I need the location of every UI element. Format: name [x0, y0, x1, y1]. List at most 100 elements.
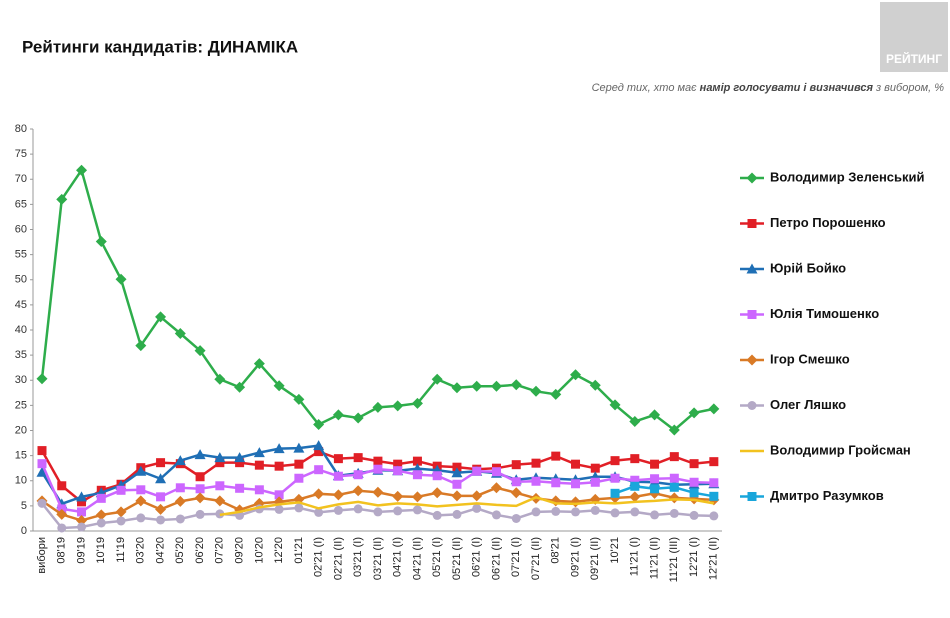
subtitle: Серед тих, хто має намір голосувати і ви… — [592, 82, 945, 94]
marker — [610, 473, 620, 483]
marker — [431, 487, 443, 499]
marker — [313, 418, 325, 430]
x-tick-label: 04'20 — [154, 537, 166, 564]
marker — [610, 456, 620, 466]
marker — [393, 506, 403, 516]
y-tick-label: 60 — [15, 223, 27, 235]
marker — [333, 471, 343, 481]
marker — [155, 311, 167, 323]
y-tick-label: 15 — [15, 450, 27, 462]
marker — [551, 478, 561, 488]
y-tick-label: 25 — [15, 399, 27, 411]
marker — [689, 510, 699, 520]
marker — [274, 504, 284, 514]
marker — [234, 504, 246, 516]
series-line — [219, 496, 715, 517]
marker — [432, 471, 442, 481]
x-tick-label: 12'20 — [273, 537, 285, 564]
marker — [471, 380, 483, 392]
marker — [490, 380, 502, 392]
marker — [669, 473, 679, 483]
marker — [77, 522, 87, 532]
x-tick-label: 05'21 (II) — [451, 537, 463, 580]
marker — [194, 345, 206, 357]
marker — [155, 503, 167, 515]
marker — [115, 273, 127, 285]
subtitle-part: намір голосувати і визначився — [700, 82, 874, 94]
marker — [511, 460, 521, 470]
x-tick-label: 02'21 (II) — [332, 537, 344, 580]
y-tick-label: 5 — [21, 500, 27, 512]
x-tick-label: 11'21 (III) — [668, 537, 680, 582]
legend-label: Дмитро Разумков — [770, 488, 884, 503]
marker — [353, 504, 363, 514]
marker — [372, 401, 384, 413]
legend-label: Володимир Гройсман — [770, 442, 911, 457]
marker — [274, 461, 284, 471]
marker — [451, 490, 463, 502]
marker — [452, 462, 462, 472]
marker — [135, 495, 147, 507]
marker — [235, 483, 245, 493]
marker — [156, 492, 166, 502]
x-tick-label: 10'20 — [253, 537, 265, 564]
marker — [630, 454, 640, 464]
marker — [254, 460, 264, 470]
marker — [253, 358, 265, 370]
x-tick-label: 09'21 (I) — [569, 537, 581, 577]
marker — [649, 409, 661, 421]
marker — [214, 452, 226, 463]
marker — [746, 263, 758, 274]
marker — [135, 465, 147, 476]
y-tick-label: 30 — [15, 374, 27, 386]
marker — [195, 472, 205, 482]
marker — [156, 515, 166, 525]
marker — [116, 485, 126, 495]
marker — [432, 510, 442, 520]
x-tick-label: 06'20 — [194, 537, 206, 564]
marker — [314, 465, 324, 475]
marker — [531, 458, 541, 468]
logo: РЕЙТИНГ — [886, 51, 942, 66]
marker — [37, 498, 47, 508]
marker — [333, 505, 343, 515]
subtitle-part: Серед тих, хто має — [592, 82, 700, 94]
marker — [511, 513, 521, 523]
marker — [313, 488, 325, 500]
marker — [352, 412, 364, 424]
marker — [194, 492, 206, 504]
marker — [253, 447, 265, 458]
marker — [372, 486, 384, 498]
marker — [195, 484, 205, 494]
marker — [76, 164, 88, 176]
marker — [215, 481, 225, 491]
y-tick-label: 35 — [15, 349, 27, 361]
marker — [37, 446, 47, 456]
marker — [294, 459, 304, 469]
marker — [709, 491, 719, 501]
x-tick-label: 12'21 (I) — [688, 537, 700, 577]
y-tick-label: 70 — [15, 173, 27, 185]
marker — [431, 373, 443, 385]
marker — [590, 477, 600, 487]
marker — [650, 459, 660, 469]
marker — [136, 513, 146, 523]
marker — [373, 456, 383, 466]
x-tick-label: 03'21 (I) — [352, 537, 364, 577]
marker — [689, 488, 699, 498]
x-tick-label: 06'21 (I) — [471, 537, 483, 577]
x-tick-label: 07'21 (I) — [510, 537, 522, 577]
marker — [412, 505, 422, 515]
y-tick-label: 50 — [15, 274, 27, 286]
marker — [669, 482, 679, 492]
x-tick-label: 09'20 — [234, 537, 246, 564]
marker — [136, 485, 146, 495]
marker — [314, 447, 324, 457]
marker — [590, 463, 600, 473]
marker — [551, 506, 561, 516]
y-tick-label: 20 — [15, 424, 27, 436]
marker — [293, 393, 305, 405]
marker — [77, 497, 87, 507]
marker — [669, 508, 679, 518]
